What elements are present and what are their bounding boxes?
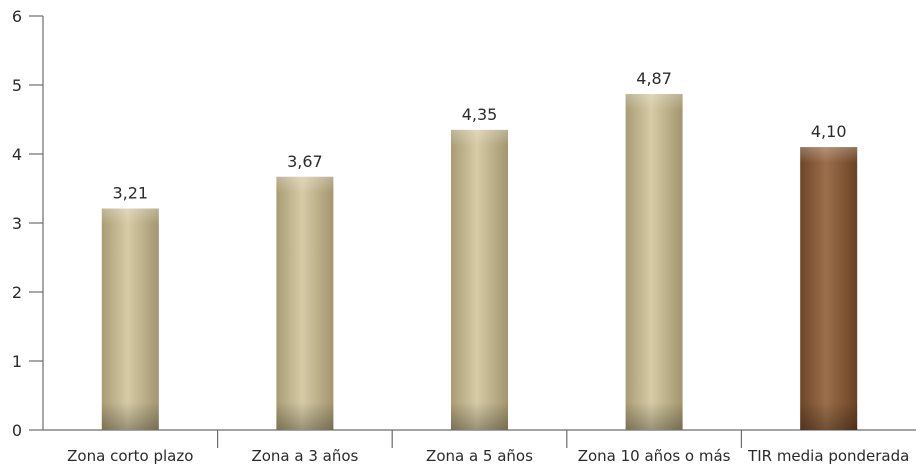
x-axis: Zona corto plazo Zona a 3 años Zona a 5 añ… — [43, 429, 916, 465]
bar-top-highlight — [276, 176, 334, 193]
data-labels: 3,21 3,67 4,35 4,87 4,10 — [112, 69, 846, 203]
y-tick-label: 3 — [12, 214, 22, 233]
x-category-label: Zona corto plazo — [67, 447, 193, 465]
bar — [101, 208, 159, 430]
bar-body — [101, 208, 159, 430]
data-label: 3,21 — [112, 184, 148, 203]
bar-body — [451, 129, 508, 430]
y-tick-label: 0 — [12, 421, 22, 440]
x-category-label: Zona 10 años o más — [578, 447, 731, 465]
bar-body — [800, 147, 858, 430]
x-category-label: TIR media ponderada — [747, 447, 909, 465]
bar-body — [276, 176, 334, 430]
bar-top-highlight — [800, 147, 858, 164]
bars — [101, 93, 858, 430]
bar — [451, 129, 508, 430]
y-tick-label: 5 — [12, 76, 22, 95]
data-label: 3,67 — [287, 152, 323, 171]
bar-bottom-shade — [800, 402, 858, 430]
bar-bottom-shade — [101, 402, 159, 430]
bar-top-highlight — [625, 93, 683, 110]
data-label: 4,35 — [462, 105, 498, 124]
bar-top-highlight — [451, 129, 508, 146]
y-tick-label: 2 — [12, 283, 22, 302]
y-axis: 0 1 2 3 4 5 6 — [12, 7, 44, 440]
data-label: 4,87 — [636, 69, 672, 88]
y-tick-label: 4 — [12, 145, 22, 164]
bar-top-highlight — [101, 208, 159, 225]
bar-bottom-shade — [276, 402, 334, 430]
bar-body — [625, 93, 683, 430]
y-tick-label: 6 — [12, 7, 22, 26]
bar-bottom-shade — [451, 402, 508, 430]
y-tick-label: 1 — [12, 352, 22, 371]
bar — [276, 176, 334, 430]
x-category-label: Zona a 5 años — [426, 447, 533, 465]
data-label: 4,10 — [811, 122, 847, 141]
bar-bottom-shade — [625, 402, 683, 430]
x-category-label: Zona a 3 años — [251, 447, 358, 465]
bar-highlight — [800, 147, 858, 430]
bar — [625, 93, 683, 430]
